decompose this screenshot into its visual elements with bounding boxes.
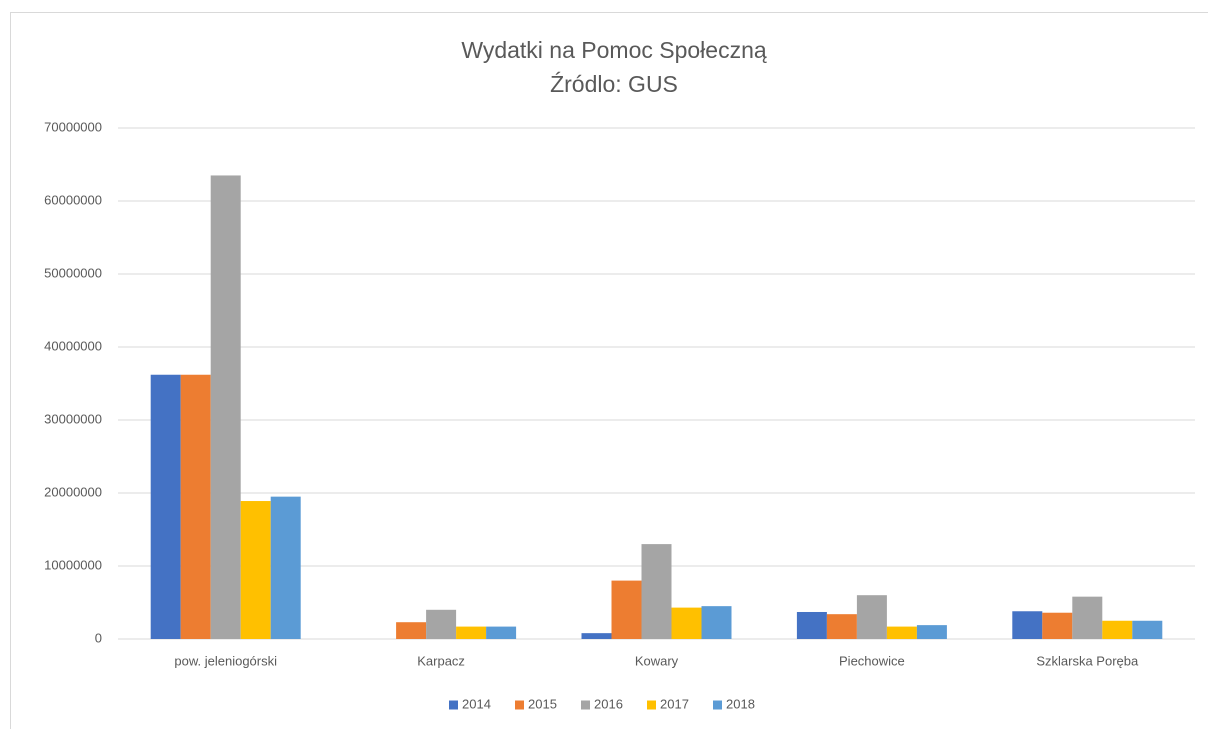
x-tick-label: Szklarska Poręba: [1036, 653, 1139, 668]
y-tick-label: 60000000: [44, 192, 102, 207]
legend-label: 2016: [594, 696, 623, 711]
bar: [486, 626, 517, 639]
bar: [701, 606, 732, 639]
bar: [796, 611, 827, 639]
bar: [581, 633, 612, 639]
x-tick-label: Karpacz: [417, 653, 465, 668]
y-tick-label: 50000000: [44, 265, 102, 280]
bar: [240, 501, 271, 639]
chart-subtitle: Źródlo: GUS: [550, 71, 678, 97]
y-tick-label: 10000000: [44, 557, 102, 572]
bar: [916, 625, 947, 639]
bar: [270, 496, 301, 639]
x-tick-label: pow. jeleniogórski: [174, 653, 277, 668]
bar: [826, 614, 857, 639]
y-tick-label: 70000000: [44, 119, 102, 134]
bar: [886, 626, 917, 639]
bar: [1102, 620, 1133, 639]
legend-label: 2018: [726, 696, 755, 711]
bar: [1072, 596, 1103, 639]
legend-swatch: [515, 700, 524, 710]
bar: [641, 544, 672, 639]
y-tick-label: 30000000: [44, 411, 102, 426]
bar: [1012, 611, 1043, 639]
legend-swatch: [449, 700, 458, 710]
bar: [180, 374, 211, 639]
legend-swatch: [581, 700, 590, 710]
bar: [210, 175, 241, 639]
bar: [611, 580, 642, 639]
legend-swatch: [647, 700, 656, 710]
x-tick-label: Piechowice: [839, 653, 905, 668]
bar: [426, 609, 457, 639]
bar: [150, 374, 181, 639]
legend-label: 2015: [528, 696, 557, 711]
bar: [396, 622, 427, 639]
bar: [671, 607, 702, 639]
legend-swatch: [713, 700, 722, 710]
bar: [1042, 612, 1073, 639]
legend-label: 2014: [462, 696, 491, 711]
y-tick-label: 0: [95, 630, 102, 645]
bar: [456, 626, 487, 639]
y-tick-label: 40000000: [44, 338, 102, 353]
bar: [1132, 620, 1163, 639]
legend-label: 2017: [660, 696, 689, 711]
bar: [856, 595, 887, 639]
y-tick-label: 20000000: [44, 484, 102, 499]
x-tick-label: Kowary: [635, 653, 679, 668]
chart-title: Wydatki na Pomoc Społeczną: [461, 37, 767, 63]
